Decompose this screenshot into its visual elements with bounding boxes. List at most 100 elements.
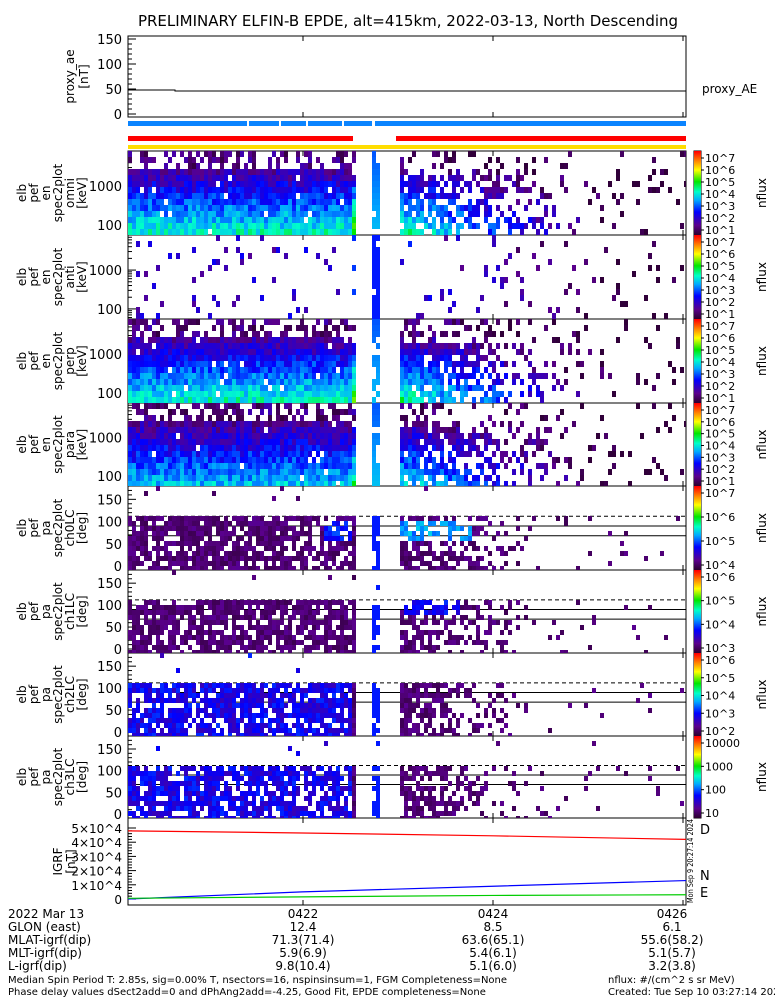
footer-row-value: 63.6(65.1) xyxy=(461,933,525,947)
y-tick-label: 50 xyxy=(105,704,122,719)
colorbar xyxy=(694,319,701,403)
colorbar-tick-label: 10^6 xyxy=(705,654,735,667)
colorbar-tick-label: 100 xyxy=(705,784,726,797)
y-axis-label: [deg] xyxy=(75,512,89,544)
colorbar-tick-label: 10^4 xyxy=(705,440,735,453)
footer-row-label: L-igrf(dip) xyxy=(8,959,67,973)
colorbar-tick-label: 10^2 xyxy=(705,212,735,225)
colorbar-tick-label: 10^1 xyxy=(705,392,735,405)
y-tick-label: 3×10^4 xyxy=(71,850,122,864)
y-axis-label: pa xyxy=(39,687,53,702)
y-tick-label: 100 xyxy=(97,58,122,73)
colorbar-tick-label: 10^5 xyxy=(705,595,735,608)
y-axis-label: pa xyxy=(39,604,53,619)
colorbar-tick-label: 10^1 xyxy=(705,308,735,321)
footer-row-value: 5.1(6.0) xyxy=(469,959,517,973)
y-axis-label: [keV] xyxy=(75,345,89,376)
colorbar-label: nflux xyxy=(755,680,769,710)
y-axis-label: elb xyxy=(15,435,29,453)
colorbar-tick-label: 10^4 xyxy=(705,690,735,703)
y-axis-label: elb xyxy=(15,685,29,703)
y-tick-label: 150 xyxy=(97,660,122,675)
units-note: nflux: #/(cm^2 s sr MeV) xyxy=(608,975,735,986)
proxy-ae-panel xyxy=(127,35,687,118)
phase-delay-note: Phase delay values dSect2add=0 and dPhAn… xyxy=(8,987,486,998)
proxy-ae-line xyxy=(128,89,686,92)
colorbar-tick-label: 10^3 xyxy=(705,642,735,655)
footer-row-value: 0426 xyxy=(656,907,688,921)
y-tick-label: 5×10^4 xyxy=(71,822,122,836)
y-tick-label: 100 xyxy=(97,219,122,234)
spin-status-bar xyxy=(128,121,247,126)
colorbar-tick-label: 10^4 xyxy=(705,356,735,369)
y-axis-label: en xyxy=(39,354,53,369)
footer-row-value: 8.5 xyxy=(483,920,503,934)
colorbar-label: nflux xyxy=(755,513,769,543)
y-tick-label: 150 xyxy=(97,493,122,508)
colorbar-tick-label: 10^3 xyxy=(705,707,735,720)
colorbar-tick-label: 10^2 xyxy=(705,296,735,309)
energy-spectrogram xyxy=(128,403,686,486)
y-tick-label: 1000 xyxy=(89,264,122,279)
y-axis-label: proxy_ae xyxy=(63,49,77,103)
colorbar-tick-label: 10^7 xyxy=(705,487,735,500)
colorbar-tick-label: 10^6 xyxy=(705,164,735,177)
colorbar xyxy=(694,570,701,653)
colorbar-tick-label: 10^6 xyxy=(705,571,735,584)
colorbar-tick-label: 10^5 xyxy=(705,672,735,685)
y-axis-label: pa xyxy=(39,770,53,785)
y-axis-label: pef xyxy=(27,767,41,787)
y-tick-label: 0 xyxy=(114,108,122,123)
y-tick-label: 100 xyxy=(97,470,122,485)
footer-row-value: 55.6(58.2) xyxy=(640,933,704,947)
footer-row-label: MLAT-igrf(dip) xyxy=(8,933,92,947)
pitch-angle-spectrogram xyxy=(128,570,686,653)
y-axis-label: pef xyxy=(27,601,41,621)
y-axis-label: pef xyxy=(27,351,41,371)
igrf-legend-N: N xyxy=(700,869,710,884)
y-tick-label: 0 xyxy=(114,643,122,658)
y-axis-label: [deg] xyxy=(75,596,89,628)
colorbar-tick-label: 10^5 xyxy=(705,344,735,357)
colorbar-tick-label: 10^4 xyxy=(705,618,735,631)
colorbar-tick-label: 10^7 xyxy=(705,236,735,249)
data-status-bar xyxy=(396,136,686,141)
footer-row-value: 5.9(6.9) xyxy=(279,946,327,960)
colorbar xyxy=(694,151,701,235)
energy-spectrogram xyxy=(128,235,686,319)
colorbar-label: nflux xyxy=(755,430,769,460)
y-axis-label: [keV] xyxy=(75,429,89,460)
y-tick-label: 100 xyxy=(97,682,122,697)
footer-row-value: 5.4(6.1) xyxy=(469,946,517,960)
pitch-angle-spectrogram xyxy=(128,736,686,818)
footer-row-value: 71.3(71.4) xyxy=(271,933,335,947)
y-axis-label: omni xyxy=(63,178,77,208)
y-axis-label: elb xyxy=(15,352,29,370)
colorbar-tick-label: 10^1 xyxy=(705,224,735,237)
y-axis-label: pef xyxy=(27,434,41,454)
colorbar xyxy=(694,653,701,736)
y-axis-label: spec2plot xyxy=(51,498,65,557)
colorbar-tick-label: 10^2 xyxy=(705,725,735,738)
colorbar-tick-label: 10^1 xyxy=(705,475,735,488)
y-axis-label: elb xyxy=(15,519,29,537)
y-axis-label: para xyxy=(63,431,77,458)
y-axis-label: ch3LC xyxy=(63,759,77,796)
colorbar-tick-label: 10^7 xyxy=(705,404,735,417)
y-tick-label: 150 xyxy=(97,743,122,758)
colorbar-tick-label: 10000 xyxy=(705,737,740,750)
footer-row-value: 0422 xyxy=(287,907,319,921)
y-tick-label: 50 xyxy=(105,621,122,636)
colorbar-tick-label: 10^6 xyxy=(705,416,735,429)
colorbar-label: nflux xyxy=(755,762,769,792)
y-axis-label: elb xyxy=(15,602,29,620)
y-tick-label: 100 xyxy=(97,303,122,318)
colorbar-tick-label: 10^4 xyxy=(705,559,735,572)
y-tick-label: 50 xyxy=(105,538,122,553)
footer-row-value: 5.1(5.7) xyxy=(648,946,696,960)
colorbar xyxy=(694,235,701,319)
y-axis-label: spec2plot xyxy=(51,747,65,806)
colorbar-tick-label: 10^6 xyxy=(705,332,735,345)
y-axis-label: ch1LC xyxy=(63,593,77,630)
orbit-status-bar xyxy=(128,145,686,149)
